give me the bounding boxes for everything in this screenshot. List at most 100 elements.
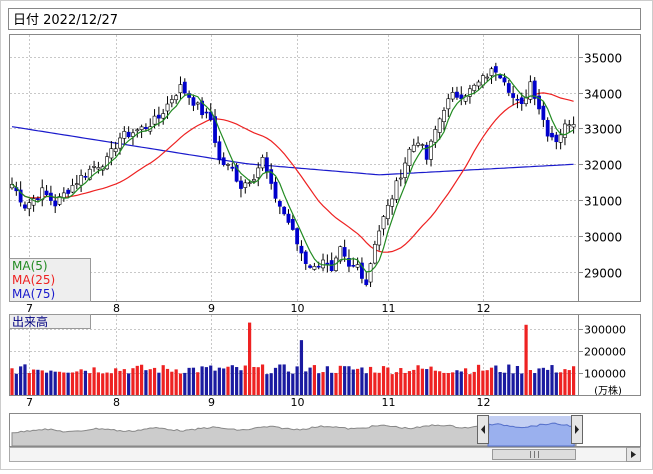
candle-body xyxy=(273,181,278,199)
candle xyxy=(182,78,187,96)
candle-body xyxy=(282,206,287,215)
candle-body xyxy=(312,266,317,270)
candle-body xyxy=(347,258,351,267)
candle xyxy=(191,94,196,112)
arrow-right-small-icon xyxy=(631,451,636,458)
candle-body xyxy=(480,75,485,86)
candle-body xyxy=(411,144,416,152)
candle-body xyxy=(377,230,382,246)
volume-axis: 300000 200000 100000 xyxy=(578,324,626,381)
volume-bar xyxy=(204,367,208,395)
volume-bar xyxy=(317,373,321,395)
candle-body xyxy=(381,216,386,230)
candle xyxy=(66,187,71,197)
volume-bar xyxy=(390,374,394,395)
candle-body xyxy=(74,183,79,185)
volume-bar xyxy=(79,369,83,395)
volume-bar xyxy=(481,370,485,395)
candle xyxy=(161,108,166,125)
volume-tick-label: 200000 xyxy=(584,346,626,359)
volume-bar xyxy=(62,372,66,395)
month-label: 7 xyxy=(26,302,33,315)
volume-bar xyxy=(459,371,463,395)
volume-bar xyxy=(304,371,308,395)
volume-bar xyxy=(295,366,299,395)
candle-body xyxy=(502,77,507,83)
candle xyxy=(79,169,84,192)
candle xyxy=(437,117,442,140)
volume-bar xyxy=(92,367,96,395)
candle-body xyxy=(161,113,166,119)
candle xyxy=(105,152,109,171)
volume-bar xyxy=(174,369,178,395)
candle-body xyxy=(563,123,567,138)
candle-body xyxy=(545,120,550,137)
volume-bar xyxy=(472,371,476,395)
candle-body xyxy=(122,131,127,139)
candle-body xyxy=(53,200,58,207)
candle xyxy=(455,86,459,100)
candle-body xyxy=(230,166,235,169)
candle-body xyxy=(429,140,433,160)
candle xyxy=(545,117,550,142)
candle-body xyxy=(437,118,442,133)
candle-body xyxy=(144,127,148,130)
candle xyxy=(23,201,27,211)
candle xyxy=(204,108,209,119)
volume-bar xyxy=(537,368,541,395)
candle-body xyxy=(126,131,131,138)
volume-bar xyxy=(381,366,386,395)
volume-bar xyxy=(114,368,118,395)
candle-body xyxy=(18,189,23,203)
candle-body xyxy=(372,244,377,264)
candle xyxy=(403,157,408,184)
price-tick-label: 31000 xyxy=(584,195,622,209)
volume-bar xyxy=(476,364,481,395)
candle-body xyxy=(351,265,356,267)
candle-body xyxy=(468,88,472,97)
candle xyxy=(226,162,230,171)
candle-body xyxy=(156,114,161,119)
candle xyxy=(463,93,468,105)
volume-bar xyxy=(485,370,489,395)
volume-bar xyxy=(118,370,122,395)
volume-bar xyxy=(377,372,381,395)
candle-body xyxy=(264,157,269,173)
candle xyxy=(390,194,395,215)
candle xyxy=(70,178,75,194)
scrollbar-right-arrow[interactable] xyxy=(626,447,641,462)
candle xyxy=(113,141,118,157)
candle xyxy=(290,214,295,231)
candle-body xyxy=(498,74,503,79)
volume-bar xyxy=(291,373,295,395)
volume-bar xyxy=(498,372,502,395)
candle-body xyxy=(96,167,101,170)
ma25-line xyxy=(11,92,574,253)
volume-bar xyxy=(278,364,282,395)
candle xyxy=(541,101,546,128)
volume-bar xyxy=(235,367,239,395)
volume-bar xyxy=(403,372,407,395)
candle-body xyxy=(519,97,524,104)
arrow-left-icon xyxy=(481,425,485,434)
arrow-right-icon xyxy=(575,425,579,434)
candle-body xyxy=(260,157,265,169)
ma75-line xyxy=(11,126,574,176)
candle xyxy=(325,254,330,273)
navigator-right-handle[interactable] xyxy=(571,415,583,444)
candle xyxy=(239,176,243,198)
volume-bar xyxy=(347,366,351,395)
candle xyxy=(442,107,446,131)
volume-bar xyxy=(507,364,511,395)
candle xyxy=(347,249,351,273)
candle xyxy=(372,240,377,265)
month-axis-bottom: 7 8 9 10 11 12 xyxy=(26,396,491,409)
price-tick-label: 30000 xyxy=(584,231,622,245)
candle-body xyxy=(442,110,446,123)
scrollbar-grip-icon xyxy=(530,451,539,458)
candle xyxy=(385,199,390,226)
candle xyxy=(234,162,239,183)
candle-body xyxy=(44,190,49,196)
navigator-left-handle[interactable] xyxy=(477,415,489,444)
candle-body xyxy=(567,124,572,127)
